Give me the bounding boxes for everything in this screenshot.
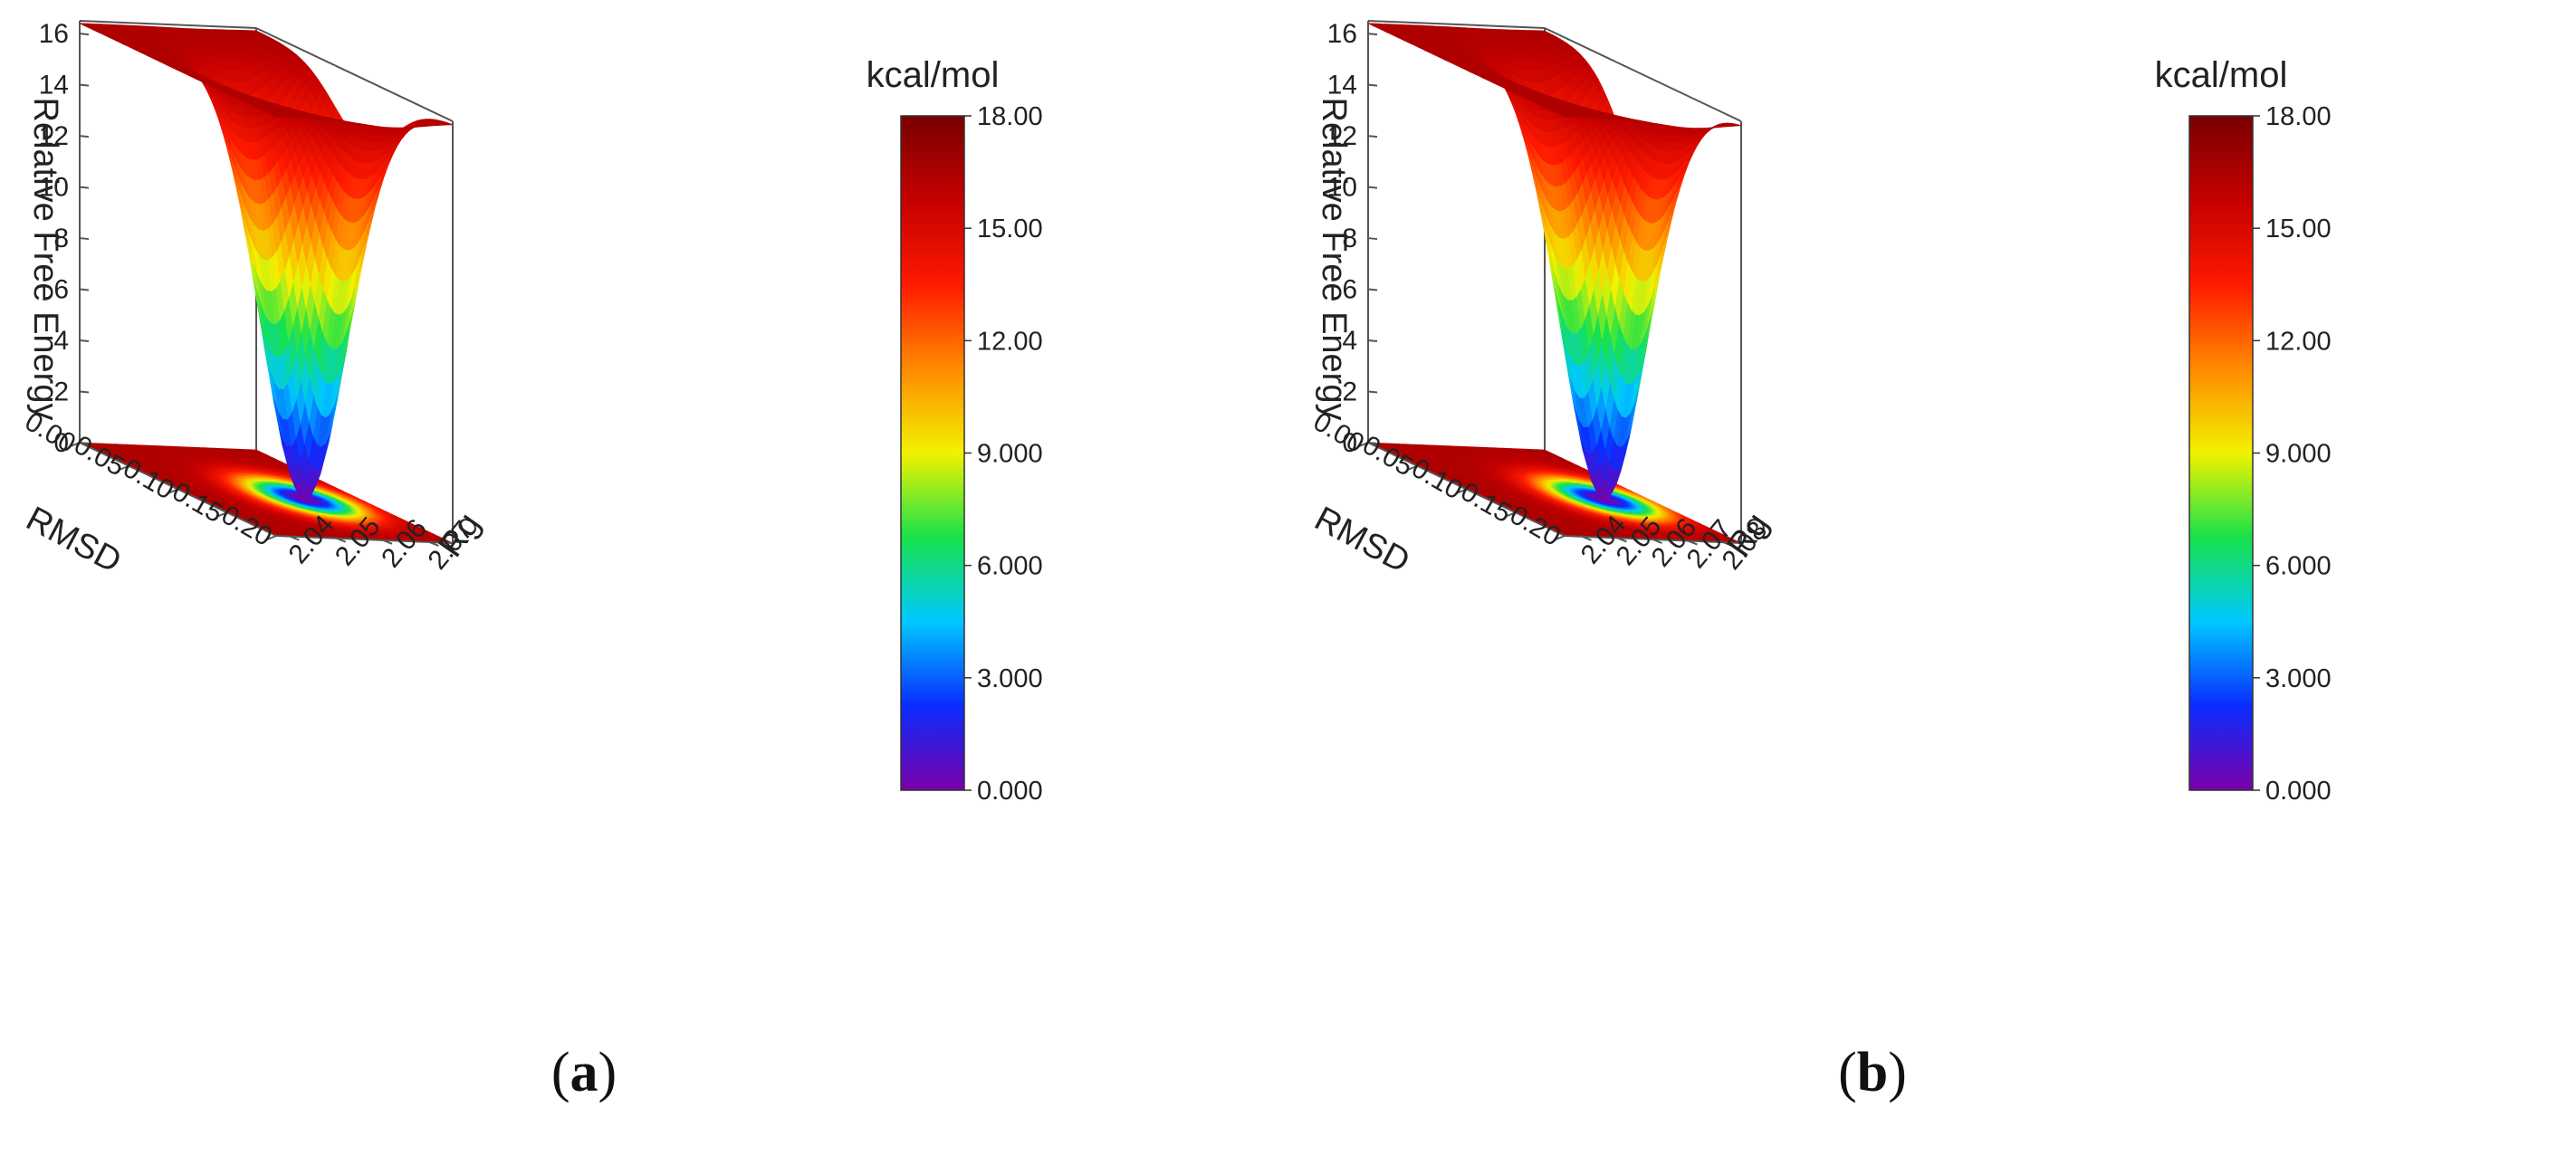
z-tick-label: 6 [1342,275,1357,305]
z-tick-label: 10 [1327,173,1357,203]
z-tick-mark [79,135,90,138]
z-axis-title: Relative Free Energy [26,98,64,421]
z-tick-label: 6 [53,275,69,305]
z-tick-mark [1367,83,1378,87]
y-tick-mark [1652,539,1662,544]
z-tick-mark [1367,390,1378,394]
y-tick-mark [428,541,439,547]
z-tick-label: 4 [53,326,69,356]
z-tick-label: 16 [39,19,69,49]
z-tick-label: 2 [1342,377,1357,407]
colorbar-tick-label: 18.00 [2265,102,2332,131]
colorbar-tick-label: 6.000 [977,552,1043,581]
x-axis-title: RMSD [20,500,128,581]
z-tick-label: 12 [1327,121,1357,151]
z-tick-label: 10 [39,173,69,203]
colorbar-tick-label: 6.000 [2265,552,2332,581]
y-tick-mark [1688,539,1698,546]
y-tick-mark [1582,535,1592,541]
x-tick-mark [70,442,81,447]
y-tick-mark [336,537,347,543]
z-axis: 0 2 4 6 8 10 12 14 16 Relative Free Energy [26,19,90,458]
z-tick-label: 12 [39,121,69,151]
energy-surface [1367,23,1742,500]
z-tick-mark [79,390,90,394]
colorbar-title: kcal/mol [867,55,1000,95]
z-tick-label: 0 [53,428,69,458]
z-tick-mark [79,186,90,189]
panel-label-b: (b) [1838,1042,1907,1103]
colorbar-tick-label: 3.000 [2265,664,2332,693]
z-tick-label: 0 [1342,428,1357,458]
colorbar-tick-label: 3.000 [977,664,1043,693]
colorbar-tick-label: 12.00 [977,327,1043,356]
x-tick-mark [1555,535,1566,540]
colorbar-tick-label: 18.00 [977,102,1043,131]
x-tick-mark [1407,464,1418,471]
z-tick-mark [79,83,90,87]
colorbar-tick-label: 15.00 [2265,215,2332,243]
panel-label-a: (a) [551,1042,618,1103]
z-tick-mark [1367,186,1378,189]
energy-surface [79,23,454,499]
z-tick-label: 8 [53,224,69,253]
z-tick-mark [1367,288,1378,291]
x-tick-mark [168,488,178,494]
colorbar: kcal/mol 0.000 3.000 6.000 9.000 12.00 15.00 18… [2155,55,2332,806]
colorbar-gradient [900,115,965,791]
colorbar-tick-label: 15.00 [977,215,1043,243]
z-tick-mark [79,237,90,241]
z-axis-title: Relative Free Energy [1315,98,1353,421]
panel-a: 0 2 4 6 8 10 12 14 16 Relative Free Energy 0.00 0.0… [20,19,1043,1103]
x-tick-mark [119,464,129,471]
x-axis-title: RMSD [1308,500,1416,581]
z-tick-mark [79,33,90,36]
colorbar-tick-label: 0.000 [977,777,1043,806]
y-tick-mark [1723,541,1733,548]
z-axis: 0 2 4 6 8 10 12 14 16 Relative Free Energy [1315,19,1378,458]
z-tick-mark [1367,237,1378,241]
x-tick-mark [1457,488,1467,494]
z-tick-label: 4 [1342,326,1357,356]
z-tick-mark [1367,33,1378,36]
x-tick-mark [1506,511,1517,518]
z-tick-label: 16 [1327,19,1357,49]
colorbar-tick-label: 9.000 [2265,440,2332,469]
z-tick-mark [1367,135,1378,138]
x-tick-mark [1358,442,1369,447]
colorbar: kcal/mol 0.000 3.000 6.000 9.000 12.00 15.00 18… [867,55,1043,806]
x-tick-mark [266,535,277,540]
z-tick-mark [79,288,90,291]
colorbar-title: kcal/mol [2155,55,2288,95]
colorbar-tick-label: 0.000 [2265,777,2332,806]
colorbar-tick-label: 9.000 [977,440,1043,469]
x-tick-mark [217,511,228,518]
z-tick-mark [79,339,90,343]
y-tick-mark [382,539,393,545]
z-tick-label: 14 [39,71,69,100]
y-tick-mark [1617,537,1627,543]
z-tick-label: 14 [1327,71,1357,100]
colorbar-tick-label: 12.00 [2265,327,2332,356]
z-tick-label: 2 [53,377,69,407]
colorbar-gradient [2188,115,2254,791]
z-tick-label: 8 [1342,224,1357,253]
panel-b: 0 2 4 6 8 10 12 14 16 Relative Free Energy 0.00 0.0… [1288,0,2576,1155]
y-tick-mark [290,535,300,541]
z-tick-mark [1367,339,1378,343]
